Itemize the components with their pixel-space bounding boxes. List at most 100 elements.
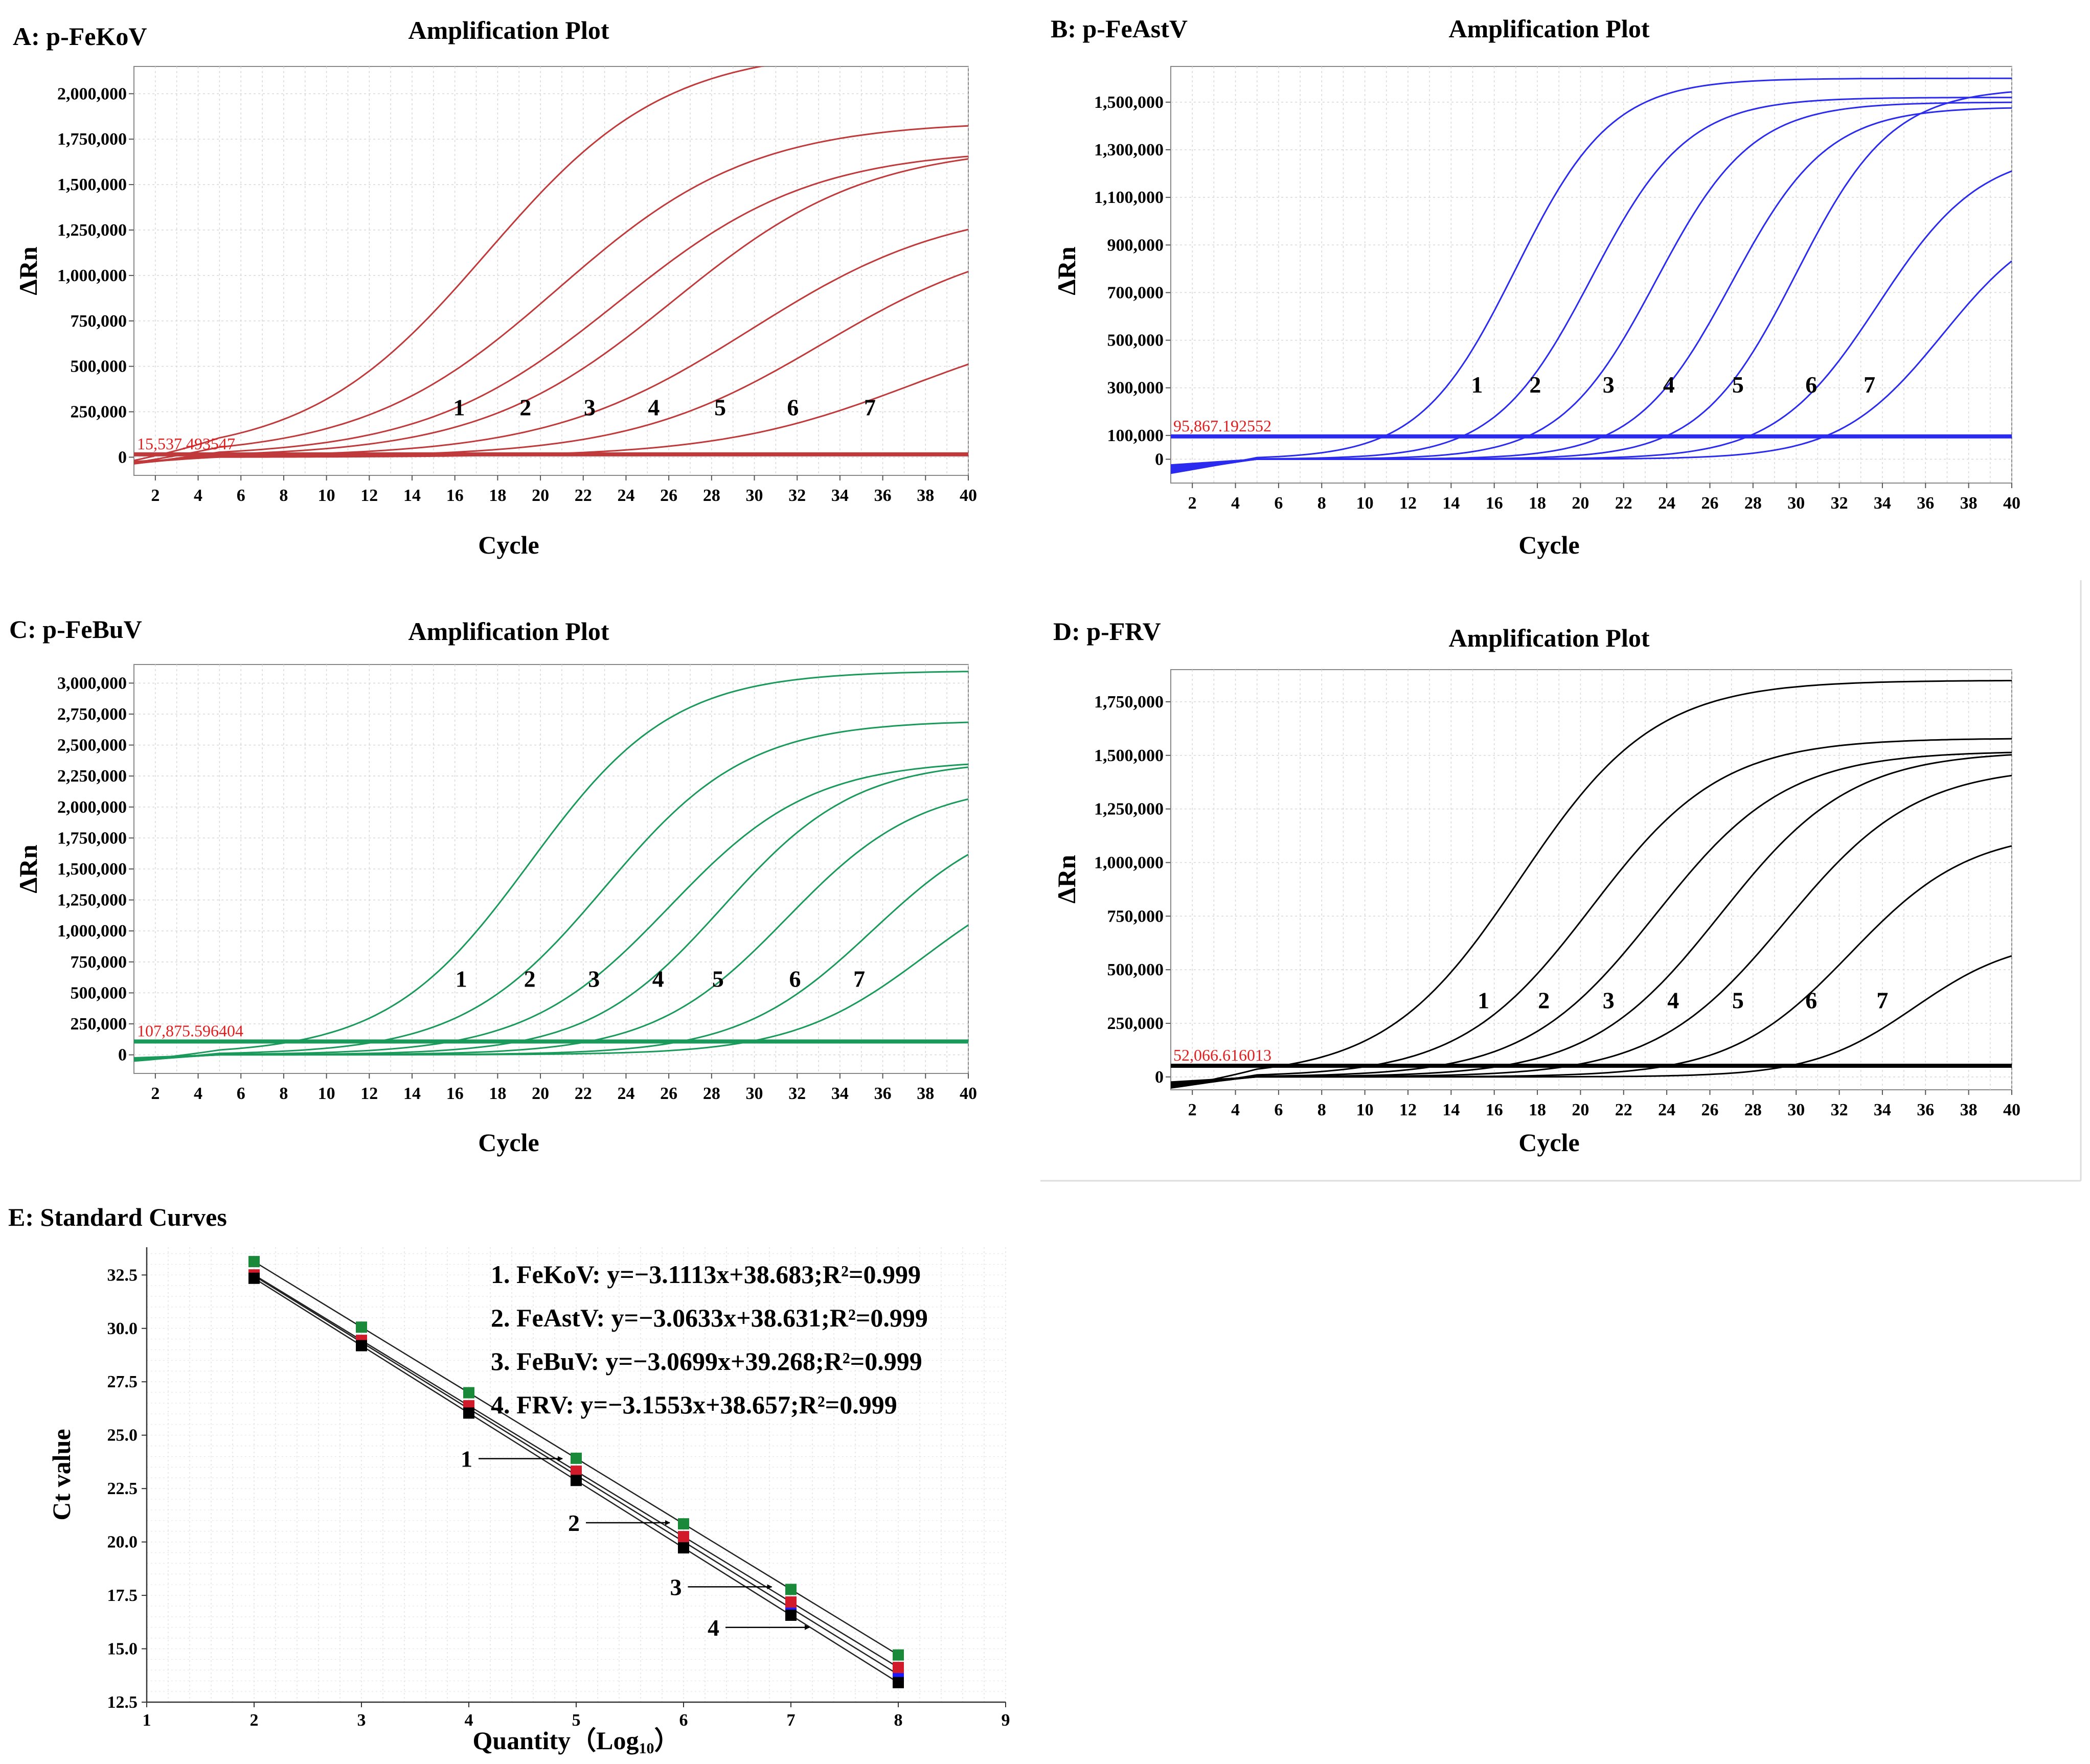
curve-number-label: 2 — [1538, 988, 1550, 1014]
x-tick-label: 10 — [1356, 1101, 1374, 1119]
y-tick-label: 1,000,000 — [57, 266, 127, 285]
x-tick-label: 6 — [679, 1711, 688, 1730]
x-tick-label: 16 — [1486, 494, 1503, 513]
x-tick-label: 9 — [1002, 1711, 1010, 1730]
amplification-curve — [134, 158, 968, 465]
panel-label: E: Standard Curves — [8, 1203, 227, 1231]
x-tick-label: 2 — [151, 486, 160, 505]
x-tick-label: 18 — [489, 486, 506, 505]
amplification-curve — [134, 155, 968, 465]
amplification-curve — [1171, 260, 2012, 466]
y-tick-label: 1,000,000 — [1094, 853, 1164, 872]
curve-number-label: 5 — [712, 966, 724, 992]
x-tick-label: 12 — [360, 1084, 378, 1103]
curve-number-label: 1 — [453, 395, 465, 421]
x-tick-label: 34 — [831, 486, 849, 505]
x-tick-label: 4 — [465, 1711, 473, 1730]
y-tick-label: 1,750,000 — [1094, 693, 1164, 712]
x-tick-label: 10 — [318, 486, 335, 505]
y-tick-label: 1,250,000 — [57, 221, 127, 240]
curve-number-label: 6 — [1805, 372, 1817, 398]
x-tick-label: 10 — [1356, 494, 1374, 513]
curve-number-label: 5 — [1732, 372, 1744, 398]
equation-text: 1. FeKoV: y=−3.1113x+38.683;R²=0.999 — [491, 1260, 921, 1289]
data-point-marker — [463, 1387, 474, 1399]
x-axis-label-main: Quantity（Log — [472, 1726, 639, 1755]
x-tick-label: 10 — [318, 1084, 335, 1103]
data-point-marker — [571, 1452, 582, 1464]
plot-area — [1170, 66, 2012, 484]
y-tick-label: 2,250,000 — [57, 767, 127, 786]
panel-a: A: p-FeKoV Amplification Plot 0 250,000 500,… — [13, 16, 977, 559]
amplification-curve — [1171, 955, 2012, 1083]
y-tick-label: 250,000 — [1107, 1014, 1164, 1033]
y-tick-label: 1,250,000 — [57, 891, 127, 910]
x-axis-label: Cycle — [478, 531, 539, 559]
panel-e: E: Standard Curves12.515.017.520.022.525… — [8, 1203, 1010, 1757]
amplification-curve — [1171, 751, 2012, 1088]
y-tick-label: 1,300,000 — [1094, 141, 1164, 159]
y-tick-label: 20.0 — [107, 1533, 138, 1552]
line-number-label: 4 — [708, 1615, 719, 1641]
x-tick-label: 18 — [1529, 1101, 1546, 1119]
y-tick-label: 750,000 — [1107, 907, 1164, 926]
x-tick-label: 26 — [1701, 494, 1718, 513]
equation-text: 4. FRV: y=−3.1553x+38.657;R²=0.999 — [491, 1390, 897, 1419]
x-tick-label: 34 — [1874, 1101, 1891, 1119]
curve-number-label: 1 — [456, 966, 467, 992]
amplification-curve — [134, 125, 968, 464]
x-tick-label: 12 — [1399, 494, 1417, 513]
curve-number-label: 5 — [1732, 988, 1744, 1014]
panel-label: A: p-FeKoV — [13, 22, 147, 51]
x-tick-label: 38 — [917, 1084, 934, 1103]
y-axis-label: Ct value — [47, 1429, 76, 1520]
x-tick-label: 6 — [1274, 494, 1283, 513]
y-tick-label: 25.0 — [107, 1426, 138, 1445]
data-point-marker — [678, 1542, 689, 1554]
plot-area — [1170, 669, 2012, 1090]
x-tick-label: 6 — [237, 486, 245, 505]
equation-text: 2. FeAstV: y=−3.0633x+38.631;R²=0.999 — [491, 1303, 928, 1332]
curve-number-label: 2 — [519, 395, 531, 421]
x-tick-label: 16 — [446, 486, 464, 505]
x-tick-label: 3 — [357, 1711, 366, 1730]
y-tick-label: 1,250,000 — [1094, 800, 1164, 819]
x-tick-label: 32 — [788, 486, 806, 505]
data-point-marker — [356, 1340, 367, 1351]
curve-number-label: 7 — [1864, 372, 1875, 398]
x-tick-label: 1 — [143, 1711, 151, 1730]
y-tick-label: 27.5 — [107, 1372, 138, 1391]
y-tick-label: 30.0 — [107, 1319, 138, 1338]
x-tick-label: 14 — [403, 486, 421, 505]
panel-d: D: p-FRV Amplification Plot 0 250,000 500,00… — [1052, 617, 2020, 1157]
y-tick-label: 2,750,000 — [57, 705, 127, 724]
x-tick-label: 38 — [917, 486, 934, 505]
x-tick-label: 30 — [746, 1084, 763, 1103]
x-tick-label: 16 — [446, 1084, 464, 1103]
y-tick-label: 3,000,000 — [57, 674, 127, 693]
x-tick-label: 38 — [1960, 494, 1978, 513]
x-tick-label: 32 — [1831, 1101, 1848, 1119]
x-tick-label: 8 — [1317, 1101, 1326, 1119]
x-tick-label: 20 — [1572, 494, 1589, 513]
x-tick-label: 24 — [617, 1084, 634, 1103]
y-tick-label: 17.5 — [107, 1586, 138, 1605]
y-tick-label: 500,000 — [71, 983, 127, 1002]
curve-number-label: 4 — [1667, 988, 1679, 1014]
x-tick-label: 32 — [788, 1084, 806, 1103]
x-tick-label: 20 — [1572, 1101, 1589, 1119]
y-tick-label: 1,000,000 — [57, 922, 127, 941]
data-point-marker — [785, 1596, 797, 1608]
curve-number-label: 1 — [1471, 372, 1483, 398]
x-axis-label-subscript: 10 — [639, 1740, 654, 1757]
x-tick-label: 2 — [1188, 494, 1197, 513]
x-tick-label: 40 — [960, 1084, 977, 1103]
y-tick-label: 2,000,000 — [57, 798, 127, 817]
x-tick-label: 22 — [575, 486, 592, 505]
x-tick-label: 4 — [194, 486, 202, 505]
panel-label: D: p-FRV — [1053, 617, 1161, 646]
x-tick-label: 2 — [250, 1711, 259, 1730]
curve-number-label: 7 — [864, 395, 876, 421]
x-tick-label: 24 — [617, 486, 634, 505]
x-tick-label: 7 — [787, 1711, 796, 1730]
